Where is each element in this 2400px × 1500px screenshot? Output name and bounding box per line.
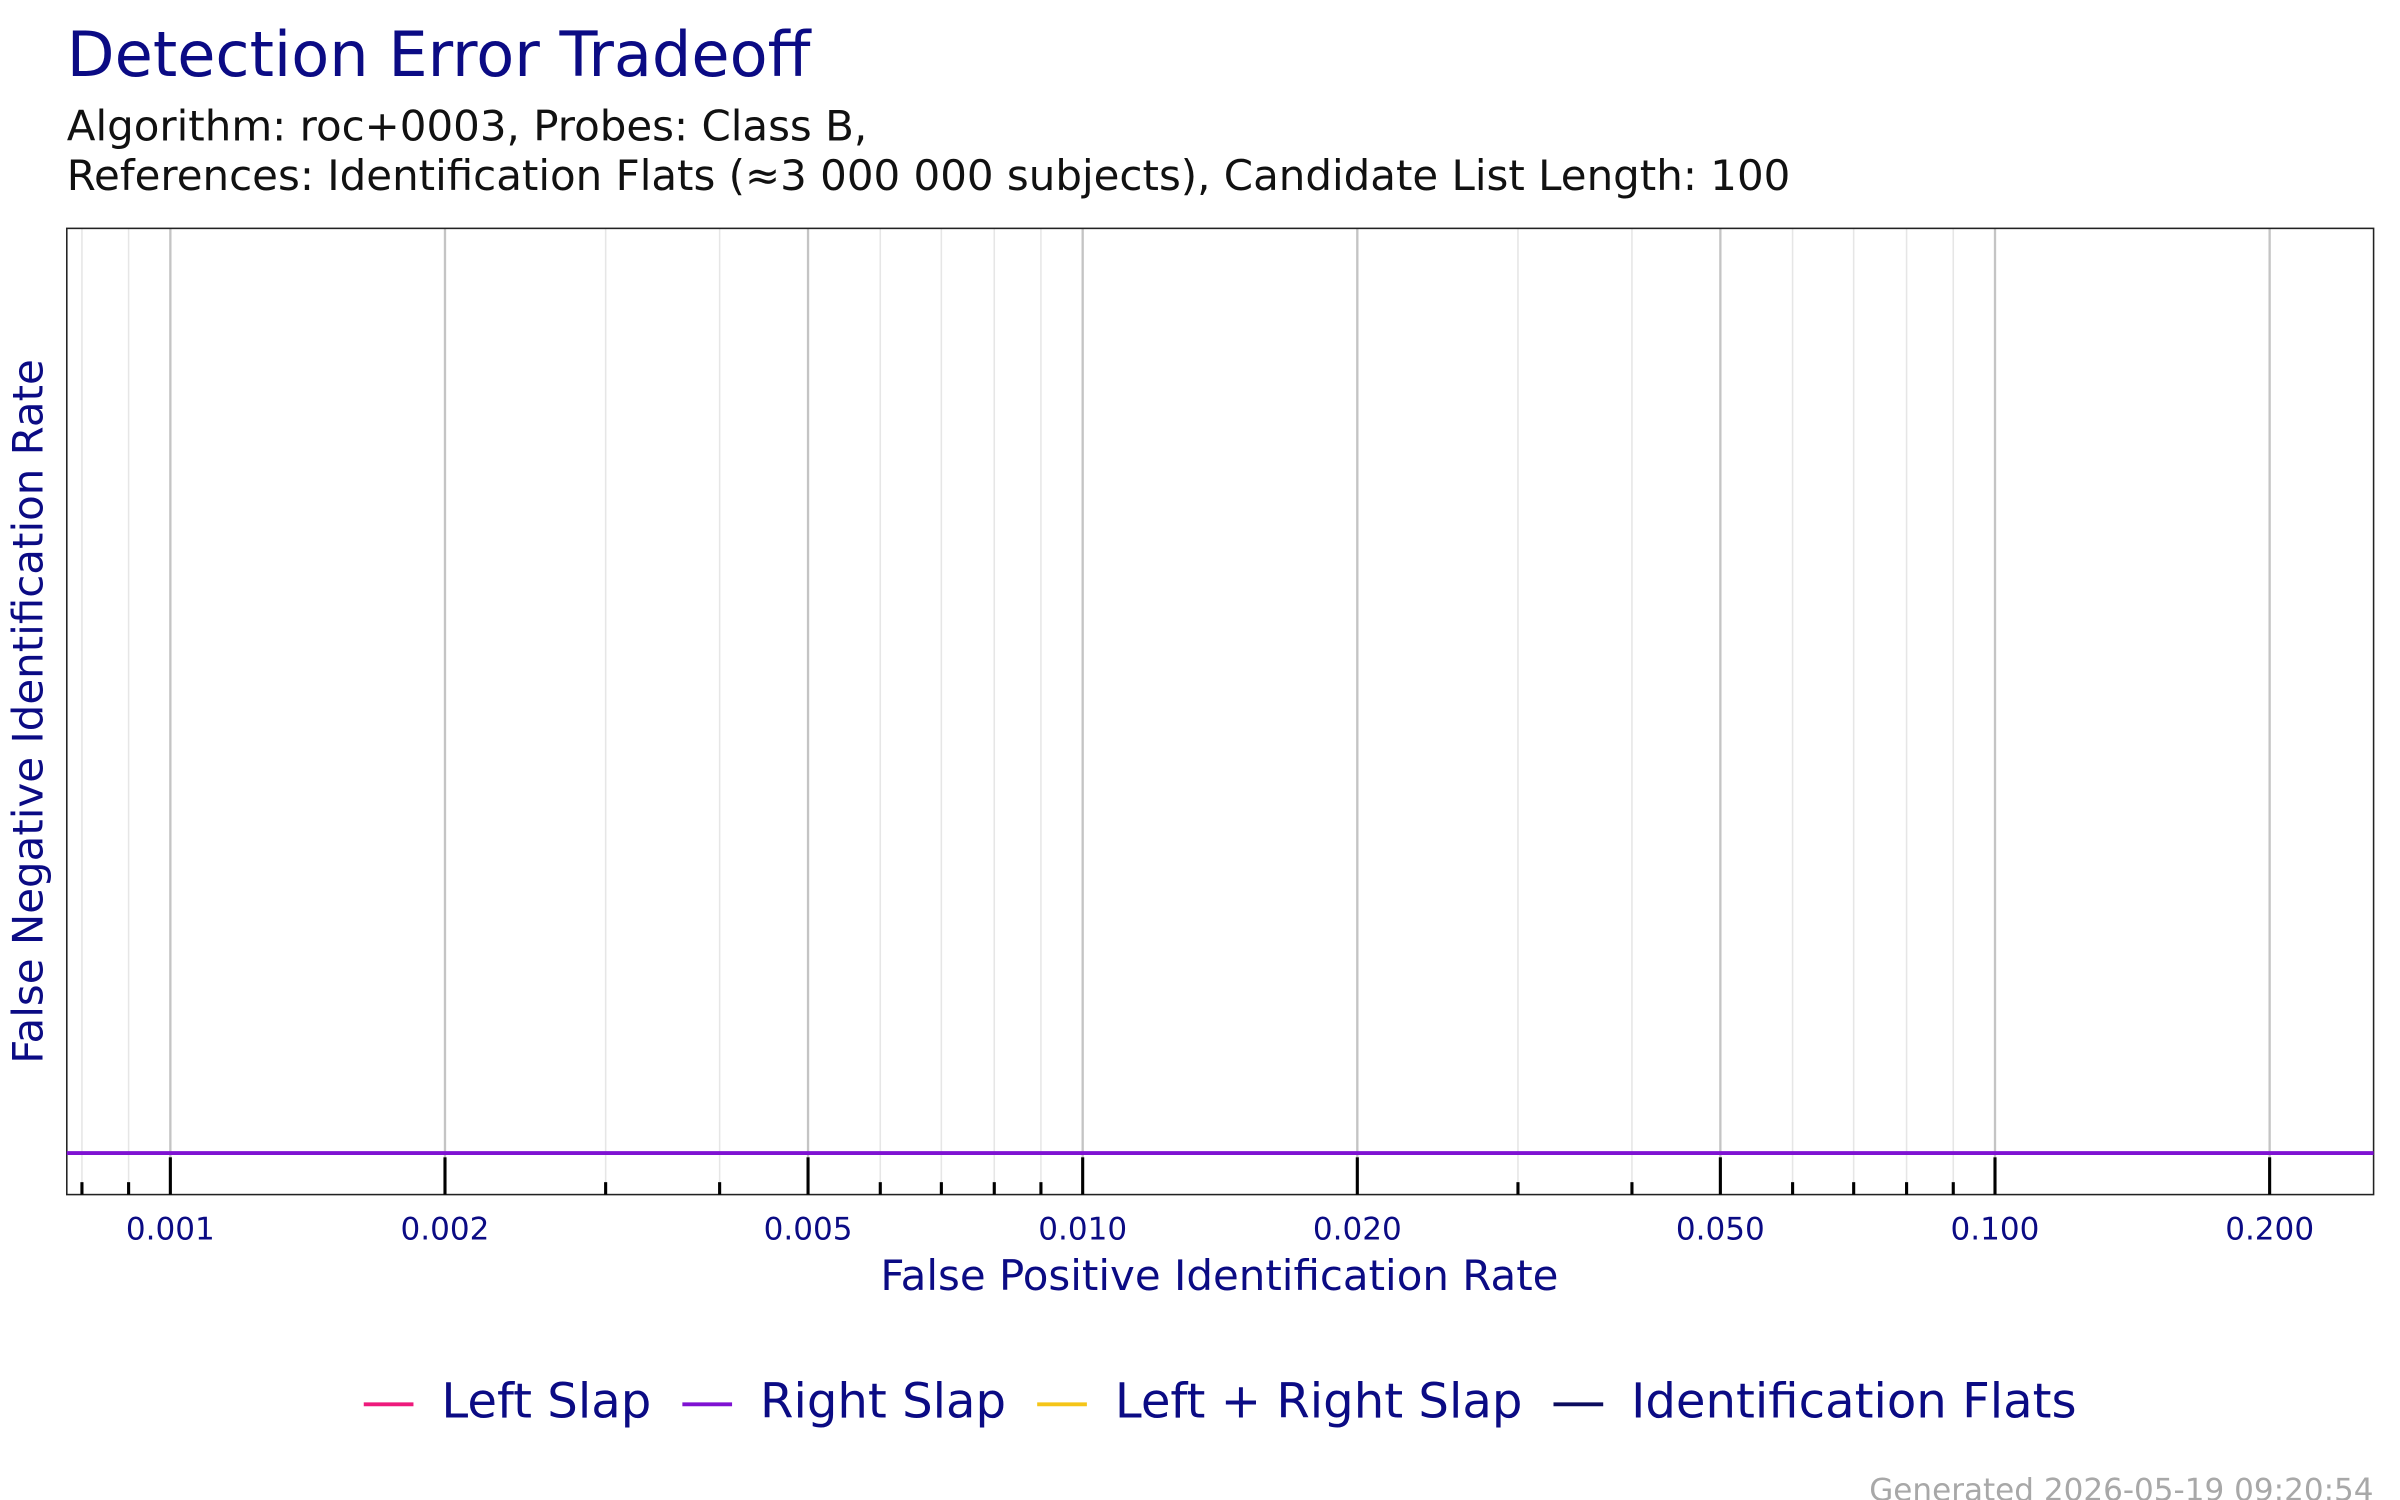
chart-title: Detection Error Tradeoff — [67, 18, 812, 91]
legend-label: Left + Right Slap — [1115, 1373, 1523, 1429]
subtitle: Algorithm: roc+0003, Probes: Class B, — [67, 101, 867, 150]
x-axis-title: False Positive Identification Rate — [880, 1251, 1558, 1300]
legend-label: Left Slap — [441, 1373, 651, 1429]
plot-border — [66, 227, 2375, 1196]
x-tick-label: 0.200 — [2225, 1211, 2314, 1247]
x-tick-label: 0.002 — [401, 1211, 490, 1247]
x-tick-label: 0.020 — [1313, 1211, 1402, 1247]
x-tick-label: 0.010 — [1038, 1211, 1127, 1247]
x-tick-label: 0.050 — [1676, 1211, 1765, 1247]
x-tick-label: 0.001 — [126, 1211, 215, 1247]
x-tick-label: 0.100 — [1951, 1211, 2040, 1247]
footer: Generated 2026-05-19 09:20:54 — [1869, 1472, 2373, 1500]
y-axis-title: False Negative Identification Rate — [4, 359, 53, 1064]
legend-label: Right Slap — [760, 1373, 1006, 1429]
subtitle: References: Identification Flats (≈3 000… — [67, 151, 1791, 200]
legend-label: Identification Flats — [1631, 1373, 2076, 1429]
x-tick-label: 0.005 — [764, 1211, 853, 1247]
